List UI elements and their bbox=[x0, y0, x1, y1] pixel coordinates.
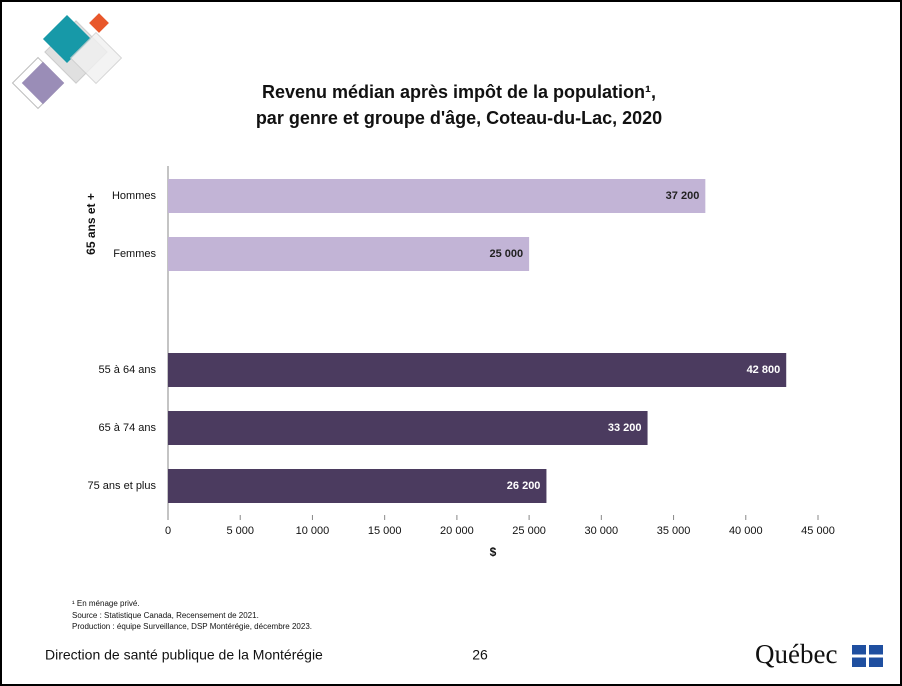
x-tick-label: 40 000 bbox=[729, 525, 763, 537]
chart-title: Revenu médian après impôt de la populati… bbox=[262, 82, 656, 102]
x-tick-label: 25 000 bbox=[512, 525, 546, 537]
bar bbox=[168, 353, 787, 387]
x-tick-label: 20 000 bbox=[440, 525, 474, 537]
footnote: Source : Statistique Canada, Recensement… bbox=[72, 611, 259, 620]
group-label: 65 ans et + bbox=[84, 193, 98, 255]
footnote: ¹ En ménage privé. bbox=[72, 599, 140, 608]
bar bbox=[168, 237, 530, 271]
brand: Québec bbox=[755, 639, 837, 669]
logo-diamond bbox=[89, 13, 109, 33]
x-tick-label: 0 bbox=[165, 525, 171, 537]
page-number: 26 bbox=[472, 647, 488, 663]
x-tick-label: 35 000 bbox=[657, 525, 691, 537]
bar bbox=[168, 179, 706, 213]
footnote: Production : équipe Surveillance, DSP Mo… bbox=[72, 622, 312, 631]
chart-title: par genre et groupe d'âge, Coteau-du-Lac… bbox=[256, 108, 662, 128]
x-tick-label: 10 000 bbox=[296, 525, 330, 537]
flag bbox=[852, 645, 883, 667]
y-tick-label: 75 ans et plus bbox=[88, 480, 157, 492]
value-label: 42 800 bbox=[747, 364, 781, 376]
y-tick-label: 65 à 74 ans bbox=[99, 422, 157, 434]
logo bbox=[11, 13, 123, 110]
bar bbox=[168, 469, 547, 503]
value-label: 37 200 bbox=[666, 190, 700, 202]
value-label: 26 200 bbox=[507, 480, 541, 492]
logo-diamond bbox=[69, 31, 123, 85]
value-label: 33 200 bbox=[608, 422, 642, 434]
value-label: 25 000 bbox=[489, 248, 523, 260]
x-tick-label: 5 000 bbox=[226, 525, 254, 537]
x-tick-label: 45 000 bbox=[801, 525, 835, 537]
x-tick-label: 15 000 bbox=[368, 525, 402, 537]
y-tick-label: Hommes bbox=[112, 190, 157, 202]
y-tick-label: 55 à 64 ans bbox=[99, 364, 157, 376]
bar bbox=[168, 411, 648, 445]
footer-organization: Direction de santé publique de la Montér… bbox=[45, 647, 323, 663]
x-axis-label: $ bbox=[490, 545, 497, 559]
x-tick-label: 30 000 bbox=[585, 525, 619, 537]
y-tick-label: Femmes bbox=[113, 248, 156, 260]
